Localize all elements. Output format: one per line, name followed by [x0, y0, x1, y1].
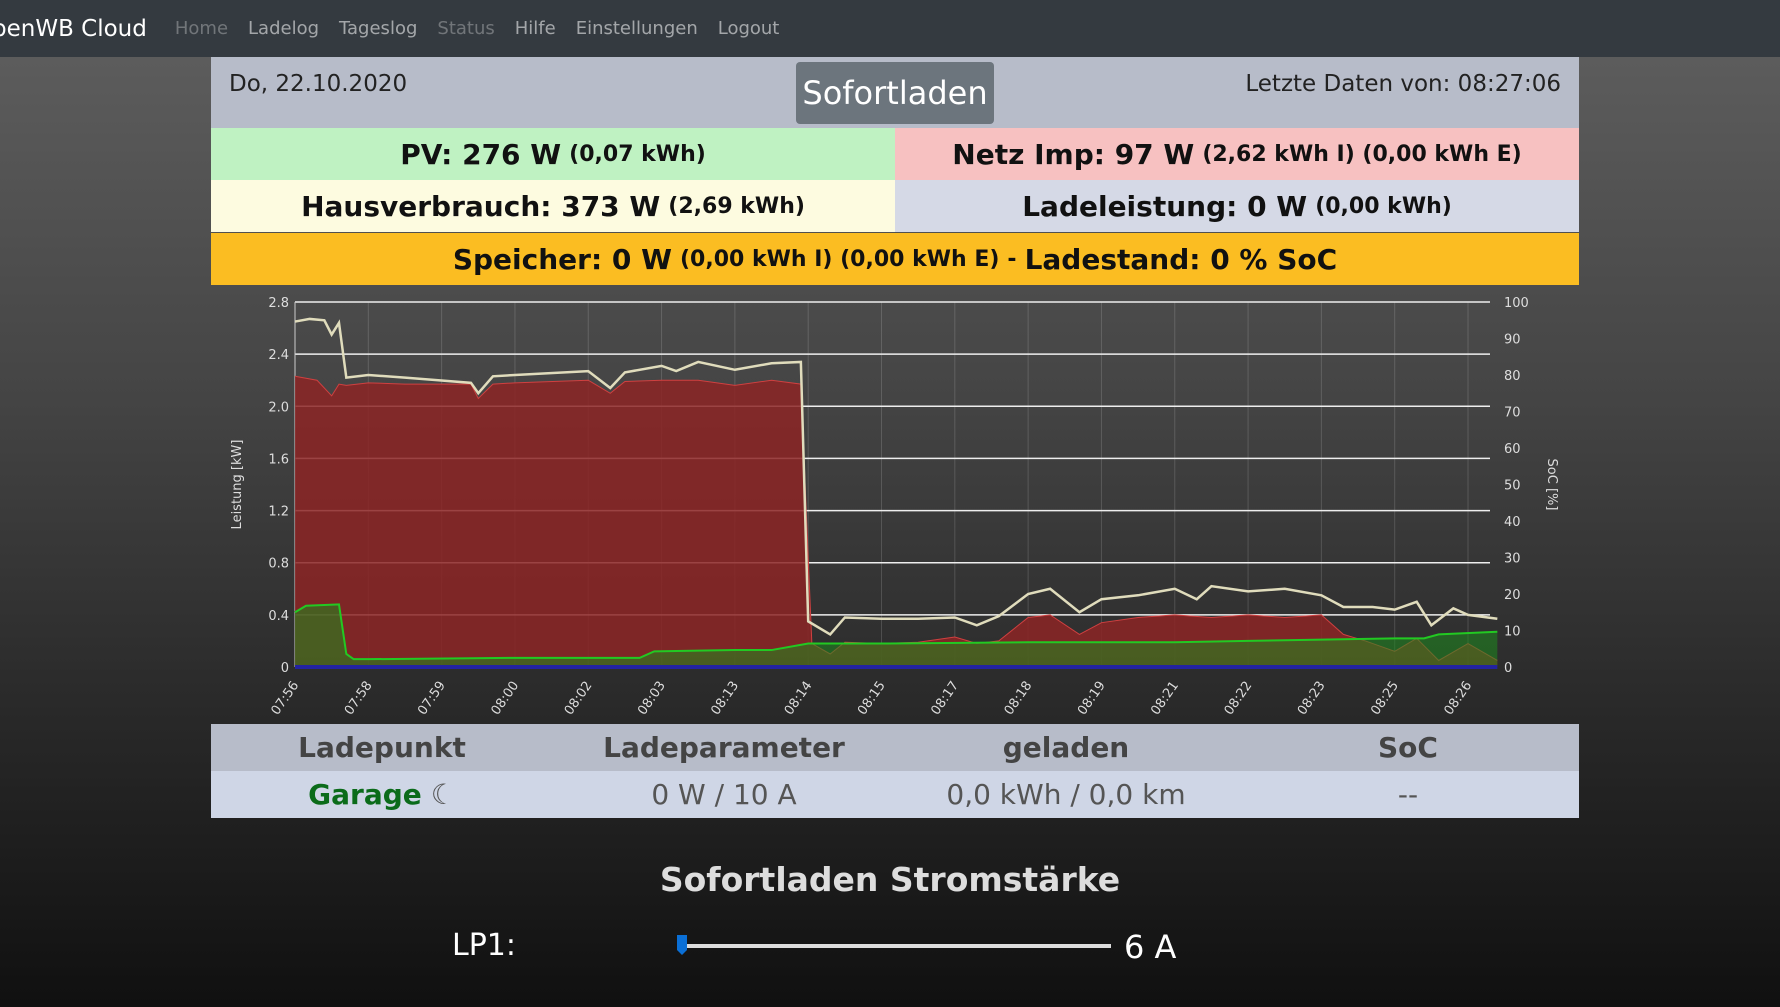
y2-tick-label: 60	[1504, 442, 1521, 457]
charge-detail: (0,00 kWh)	[1315, 193, 1452, 219]
storage-detail: (0,00 kWh I) (0,00 kWh E)	[680, 246, 1000, 272]
header-bar: Do, 22.10.2020 Sofortladen Letzte Daten …	[211, 57, 1579, 128]
y-tick-label: 0.8	[268, 557, 289, 572]
chargepoint-name[interactable]: Garage ☾	[211, 778, 553, 811]
y-tick-label: 1.2	[268, 505, 289, 520]
x-tick-label: 08:17	[928, 679, 962, 718]
nav-tageslog[interactable]: Tageslog	[339, 18, 418, 39]
pv-detail: (0,07 kWh)	[569, 141, 706, 167]
table-row[interactable]: Garage ☾ 0 W / 10 A 0,0 kWh / 0,0 km --	[211, 771, 1579, 818]
soc-value: --	[1397, 778, 1419, 811]
x-tick-label: 07:58	[342, 679, 376, 718]
x-tick-label: 08:26	[1442, 679, 1476, 718]
x-tick-label: 08:02	[562, 679, 596, 718]
mode-button[interactable]: Sofortladen	[796, 62, 994, 124]
col-ladeparameter: Ladeparameter	[603, 731, 845, 764]
sofortladen-title: Sofortladen Stromstärke	[659, 860, 1121, 899]
lp1-label: LP1:	[452, 928, 516, 963]
date: Do, 22.10.2020	[229, 71, 408, 97]
pv-value: PV: 276 W	[400, 137, 562, 171]
y2-tick-label: 50	[1504, 479, 1521, 494]
nav-status[interactable]: Status	[437, 18, 495, 39]
y2-tick-label: 20	[1504, 588, 1521, 603]
moon-icon: ☾	[430, 778, 456, 811]
house-value: Hausverbrauch: 373 W	[301, 189, 661, 223]
grid-stat: Netz Imp: 97 W (2,62 kWh I) (0,00 kWh E)	[895, 128, 1579, 180]
x-tick-label: 08:19	[1075, 679, 1109, 718]
nav-ladelog[interactable]: Ladelog	[248, 18, 320, 39]
charge-params: 0 W / 10 A	[651, 778, 797, 811]
y2-tick-label: 90	[1504, 333, 1521, 348]
x-tick-label: 08:15	[855, 679, 889, 718]
house-stat: Hausverbrauch: 373 W (2,69 kWh)	[211, 180, 895, 232]
chargepoint-table: Ladepunkt Ladeparameter geladen SoC Gara…	[211, 724, 1579, 818]
y-tick-label: 2.8	[268, 296, 289, 311]
navbar: penWB Cloud Home Ladelog Tageslog Status…	[0, 0, 1780, 57]
x-tick-label: 08:14	[782, 679, 816, 718]
pv-stat: PV: 276 W (0,07 kWh)	[211, 128, 895, 180]
y2-tick-label: 30	[1504, 552, 1521, 567]
col-ladepunkt: Ladepunkt	[298, 731, 466, 764]
separator: -	[1007, 246, 1017, 272]
charged-amount: 0,0 kWh / 0,0 km	[946, 778, 1186, 811]
storage-soc: Ladestand: 0 % SoC	[1024, 242, 1338, 276]
last-data-time: Letzte Daten von: 08:27:06	[1245, 71, 1561, 97]
x-tick-label: 08:18	[1002, 679, 1036, 718]
y2-axis-label: SoC [%]	[1544, 459, 1559, 511]
pv-area	[295, 604, 1498, 667]
y-tick-label: 0	[281, 661, 289, 676]
pv-line	[294, 603, 1498, 661]
current-value: 6 A	[1124, 928, 1177, 966]
storage-stat: Speicher: 0 W (0,00 kWh I) (0,00 kWh E) - L…	[211, 233, 1579, 285]
y2-tick-label: 40	[1504, 515, 1521, 530]
nav-logout[interactable]: Logout	[717, 18, 780, 39]
y-tick-label: 2.4	[268, 348, 289, 363]
y-tick-label: 2.0	[268, 400, 289, 415]
brand[interactable]: penWB Cloud	[0, 15, 147, 42]
chargepoint-label: Garage	[308, 778, 422, 811]
nav-einstellungen[interactable]: Einstellungen	[575, 18, 698, 39]
y2-tick-label: 0	[1504, 661, 1512, 676]
storage-value: Speicher: 0 W	[452, 242, 672, 276]
col-soc: SoC	[1378, 731, 1438, 764]
table-header: Ladepunkt Ladeparameter geladen SoC	[211, 724, 1579, 771]
y2-tick-label: 10	[1504, 625, 1521, 640]
x-tick-label: 08:13	[708, 679, 742, 718]
x-tick-label: 07:56	[268, 679, 302, 718]
nav-hilfe[interactable]: Hilfe	[514, 18, 556, 39]
current-slider-track[interactable]	[677, 944, 1111, 948]
current-slider-thumb[interactable]	[677, 935, 687, 955]
col-geladen: geladen	[1002, 731, 1130, 764]
y2-tick-label: 70	[1504, 406, 1521, 421]
y2-tick-label: 80	[1504, 369, 1521, 384]
x-tick-label: 08:21	[1148, 679, 1182, 718]
charge-value: Ladeleistung: 0 W	[1022, 189, 1308, 223]
y-axis-label: Leistung [kW]	[230, 440, 245, 530]
y-tick-label: 0.4	[268, 609, 289, 624]
x-tick-label: 08:23	[1295, 679, 1329, 718]
x-tick-label: 07:59	[415, 679, 449, 718]
house-detail: (2,69 kWh)	[668, 193, 805, 219]
nav-home[interactable]: Home	[174, 18, 229, 39]
grid-import-area	[295, 376, 1498, 667]
y2-tick-label: 100	[1504, 296, 1529, 311]
x-tick-label: 08:00	[488, 679, 522, 718]
y-tick-label: 1.6	[268, 452, 289, 467]
x-tick-label: 08:22	[1222, 679, 1256, 718]
charge-stat: Ladeleistung: 0 W (0,00 kWh)	[895, 180, 1579, 232]
house-consumption-line	[294, 317, 1498, 637]
x-tick-label: 08:03	[635, 679, 669, 718]
grid-value: Netz Imp: 97 W	[952, 137, 1195, 171]
power-chart[interactable]: 07:56 07:58 07:59 08:00 08:02 08:03 08:13 08:14…	[211, 285, 1579, 724]
x-tick-label: 08:25	[1368, 679, 1402, 718]
grid-detail: (2,62 kWh I) (0,00 kWh E)	[1202, 141, 1522, 167]
